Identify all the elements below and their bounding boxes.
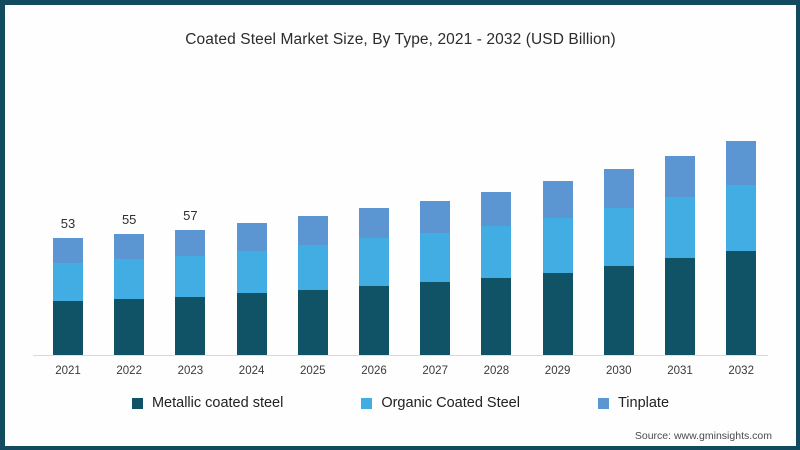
bar-segment xyxy=(420,201,451,233)
plot-area: 53 2021 55 2022 57 2023 2024 2025 2026 2027 2028 20… xyxy=(5,5,796,446)
bar-segment xyxy=(726,184,757,251)
bar-2022[interactable] xyxy=(114,234,145,355)
bar-2027[interactable] xyxy=(420,201,451,355)
bar-segment xyxy=(420,282,451,355)
bar-segment xyxy=(297,290,328,355)
bar-segment xyxy=(175,229,206,257)
legend-item-organic-coated-steel[interactable]: Organic Coated Steel xyxy=(361,395,520,411)
x-axis-tick-label: 2026 xyxy=(361,365,387,377)
chart-legend: Metallic coated steel Organic Coated Ste… xyxy=(5,395,796,411)
bar-segment xyxy=(481,278,512,355)
x-axis-tick-label: 2024 xyxy=(238,365,265,377)
bar-2024[interactable] xyxy=(236,223,267,355)
bar-value-label: 53 xyxy=(60,216,76,232)
bar-value-label: 57 xyxy=(183,207,198,223)
bar-segment xyxy=(297,216,328,246)
bar-segment xyxy=(53,238,83,263)
bar-segment xyxy=(481,192,512,227)
bar-segment xyxy=(359,285,389,355)
bar-segment xyxy=(603,169,634,208)
legend-item-label: Tinplate xyxy=(617,395,670,411)
x-axis-tick-label: 2022 xyxy=(116,365,142,377)
bar-segment xyxy=(542,217,573,273)
bar-segment xyxy=(603,265,634,355)
legend-item-label: Metallic coated steel xyxy=(151,395,284,411)
x-axis-tick-label: 2025 xyxy=(300,365,326,377)
chart-title: Coated Steel Market Size, By Type, 2021 … xyxy=(185,31,616,48)
bar-segment xyxy=(236,250,267,294)
bar-2031[interactable] xyxy=(665,155,695,355)
source-attribution: Source: www.gminsights.com xyxy=(634,430,772,442)
legend-item-metallic-coated-steel[interactable]: Metallic coated steel xyxy=(131,395,284,411)
bar-segment xyxy=(359,238,389,286)
bar-segment xyxy=(114,298,145,355)
bar-segment xyxy=(114,234,145,260)
bar-segment xyxy=(175,256,206,297)
bar-value-label: 55 xyxy=(121,212,137,227)
bar-segment xyxy=(236,293,267,355)
chart-canvas: Coated Steel Market Size, By Type, 2021 … xyxy=(5,5,796,446)
bar-2021[interactable] xyxy=(53,238,83,355)
bar-segment xyxy=(603,207,634,266)
bar-segment xyxy=(542,272,573,355)
legend-item-tinplate[interactable]: Tinplate xyxy=(597,395,670,411)
bar-segment xyxy=(726,250,757,355)
bar-2030[interactable] xyxy=(603,169,634,355)
legend-swatch-icon xyxy=(597,397,609,409)
bar-segment xyxy=(114,259,145,299)
legend-swatch-icon xyxy=(131,397,143,409)
bar-2026[interactable] xyxy=(359,207,389,355)
legend-item-label: Organic Coated Steel xyxy=(381,395,520,411)
x-axis-tick-label: 2028 xyxy=(483,365,510,377)
bar-2029[interactable] xyxy=(542,181,573,355)
x-axis-tick-label: 2031 xyxy=(667,365,693,377)
x-axis-tick-label: 2029 xyxy=(544,365,571,377)
bar-segment xyxy=(726,140,757,185)
bar-segment xyxy=(542,181,573,218)
x-axis-tick-label: 2030 xyxy=(606,365,632,377)
x-axis-line xyxy=(33,355,768,356)
bar-segment xyxy=(175,296,206,355)
bar-segment xyxy=(53,301,83,355)
x-axis-tick-label: 2027 xyxy=(422,365,448,377)
x-axis-tick-label: 2021 xyxy=(55,365,81,377)
bar-segment xyxy=(297,245,328,291)
bar-segment xyxy=(359,207,389,239)
bar-segment xyxy=(236,223,267,251)
x-axis-tick-label: 2032 xyxy=(728,365,754,377)
legend-swatch-icon xyxy=(361,397,373,409)
bar-segment xyxy=(53,262,83,302)
bar-2025[interactable] xyxy=(297,216,328,355)
bar-segment xyxy=(665,155,695,197)
bar-2032[interactable] xyxy=(726,140,757,355)
bar-2023[interactable] xyxy=(175,229,206,355)
bar-segment xyxy=(665,258,695,355)
bar-2028[interactable] xyxy=(481,192,512,355)
bar-segment xyxy=(420,232,451,283)
bar-segment xyxy=(665,196,695,259)
x-axis-tick-label: 2023 xyxy=(177,365,204,377)
bar-segment xyxy=(481,226,512,278)
